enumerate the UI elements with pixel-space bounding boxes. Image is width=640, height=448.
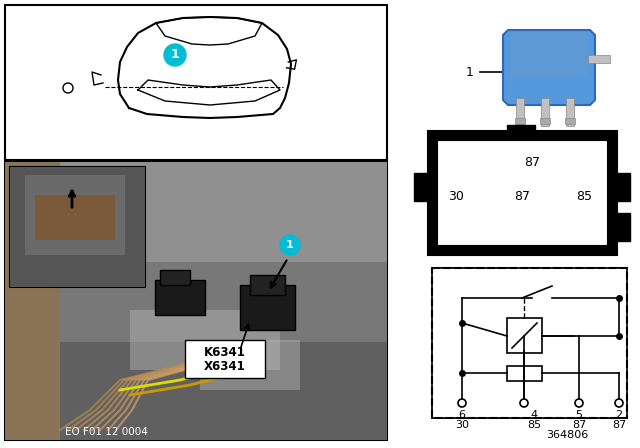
Bar [5,162,387,440]
Text: 1: 1 [171,48,179,61]
Bar [130,310,280,370]
Bar [566,98,574,126]
Circle shape [458,399,466,407]
Bar [540,118,550,124]
Text: 85: 85 [527,420,541,430]
Bar [507,366,542,381]
Bar [507,125,535,137]
Bar [432,135,612,250]
Bar [155,280,205,315]
Text: 1: 1 [466,65,474,78]
Text: X6341: X6341 [204,359,246,372]
Text: 5: 5 [575,410,582,420]
Bar [200,340,300,390]
Bar [240,285,295,330]
Bar [588,55,610,63]
Text: 2: 2 [616,410,623,420]
Text: 87: 87 [572,420,586,430]
Text: 4: 4 [531,410,538,420]
Circle shape [280,235,300,255]
Bar [612,173,630,201]
Bar [35,195,115,240]
Text: 30: 30 [448,190,464,203]
Bar [5,162,387,262]
Bar [25,175,125,255]
Circle shape [615,399,623,407]
Bar [612,213,630,241]
Bar [565,118,575,124]
Text: 364806: 364806 [546,430,588,440]
Bar [432,268,627,418]
Bar [250,275,285,295]
Polygon shape [503,30,595,105]
Bar [5,162,387,440]
Bar [510,32,588,77]
Circle shape [164,44,186,66]
Bar [5,162,60,440]
Bar [10,167,145,287]
Text: K6341: K6341 [204,345,246,358]
Circle shape [520,399,528,407]
Text: EO F01 12 0004: EO F01 12 0004 [65,427,148,437]
Bar [60,200,120,250]
Text: 87: 87 [612,420,626,430]
Bar [414,173,432,201]
Text: 30: 30 [455,420,469,430]
Bar [541,98,549,126]
Bar [515,118,525,124]
Text: 87: 87 [514,190,530,203]
Text: 87: 87 [524,156,540,169]
Bar [516,98,524,126]
Bar [10,167,145,287]
Bar [160,270,190,285]
Text: 6: 6 [458,410,465,420]
Text: 1: 1 [286,240,294,250]
Text: 85: 85 [576,190,592,203]
Bar [5,5,387,160]
Bar [432,268,627,418]
Bar [5,262,387,342]
Bar [5,342,387,440]
Bar [507,318,542,353]
Bar [185,340,265,378]
Circle shape [575,399,583,407]
